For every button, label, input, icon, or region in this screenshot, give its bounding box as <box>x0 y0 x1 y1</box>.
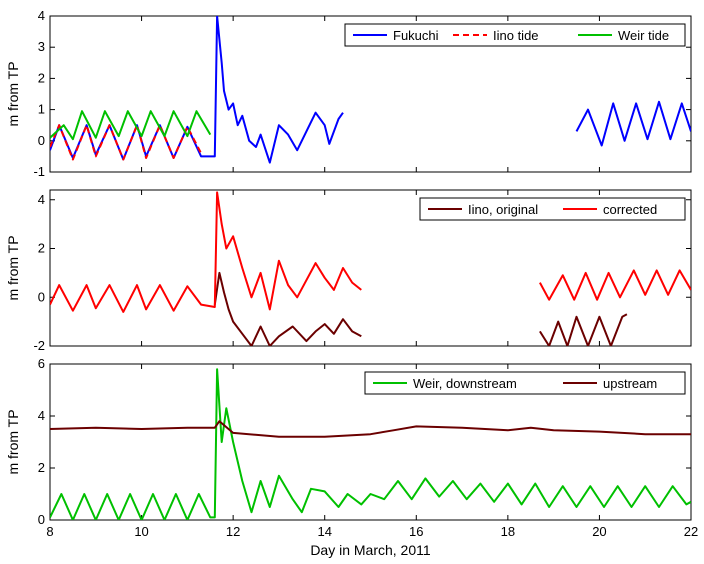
y-axis-label-1: m from TP <box>5 61 21 126</box>
legend-label-2-1: corrected <box>603 202 657 217</box>
y-tick-label-1-3: 2 <box>38 70 45 85</box>
legend-box-2 <box>419 197 686 221</box>
y-tick-label-1-5: 4 <box>38 8 45 23</box>
series-2-iino-original-line <box>213 271 362 346</box>
y-tick-label-1-1: 0 <box>38 133 45 148</box>
y-tick-label-3-1: 2 <box>38 460 45 475</box>
x-tick-label-3: 14 <box>317 524 331 539</box>
legend-label-3-1: upstream <box>603 376 657 391</box>
legend-box-1 <box>344 23 686 47</box>
x-axis-label: Day in March, 2011 <box>310 542 431 558</box>
legend-box-3 <box>364 371 686 395</box>
series-2-iino-original-line-2 <box>539 313 628 346</box>
legend-label-2-0: Iino, original <box>468 202 538 217</box>
y-tick-label-2-1: 0 <box>38 289 45 304</box>
legend-label-1-0: Fukuchi <box>393 28 439 43</box>
y-tick-label-3-0: 0 <box>38 512 45 527</box>
x-tick-label-2: 12 <box>226 524 240 539</box>
x-tick-label-7: 22 <box>684 524 698 539</box>
y-tick-label-3-2: 4 <box>38 408 45 423</box>
y-axis-label-3: m from TP <box>5 409 21 474</box>
y-tick-label-1-0: -1 <box>33 164 45 179</box>
y-tick-label-1-2: 1 <box>38 102 45 117</box>
series-2-corrected-line <box>50 191 362 313</box>
series-1-weir-tide-line <box>50 110 212 141</box>
series-1-fukuchi-line-2 <box>575 100 691 147</box>
y-axis-label-2: m from TP <box>5 235 21 300</box>
y-tick-label-2-0: -2 <box>33 338 45 353</box>
x-tick-label-0: 8 <box>46 524 53 539</box>
legend-label-1-2: Weir tide <box>618 28 669 43</box>
series-1-iino-tide-line <box>50 124 202 161</box>
x-tick-label-1: 10 <box>134 524 148 539</box>
x-tick-label-6: 20 <box>592 524 606 539</box>
legend-label-3-0: Weir, downstream <box>413 376 517 391</box>
y-tick-label-2-3: 4 <box>38 192 45 207</box>
y-tick-label-3-3: 6 <box>38 356 45 371</box>
x-tick-label-5: 18 <box>501 524 515 539</box>
series-3-upstream-line <box>50 420 691 438</box>
series-3-weir-downstream-line <box>50 368 691 520</box>
y-tick-label-2-2: 2 <box>38 241 45 256</box>
y-tick-label-1-4: 3 <box>38 39 45 54</box>
legend-label-1-1: Iino tide <box>493 28 539 43</box>
x-tick-label-4: 16 <box>409 524 423 539</box>
series-2-corrected-line-2 <box>539 269 691 301</box>
